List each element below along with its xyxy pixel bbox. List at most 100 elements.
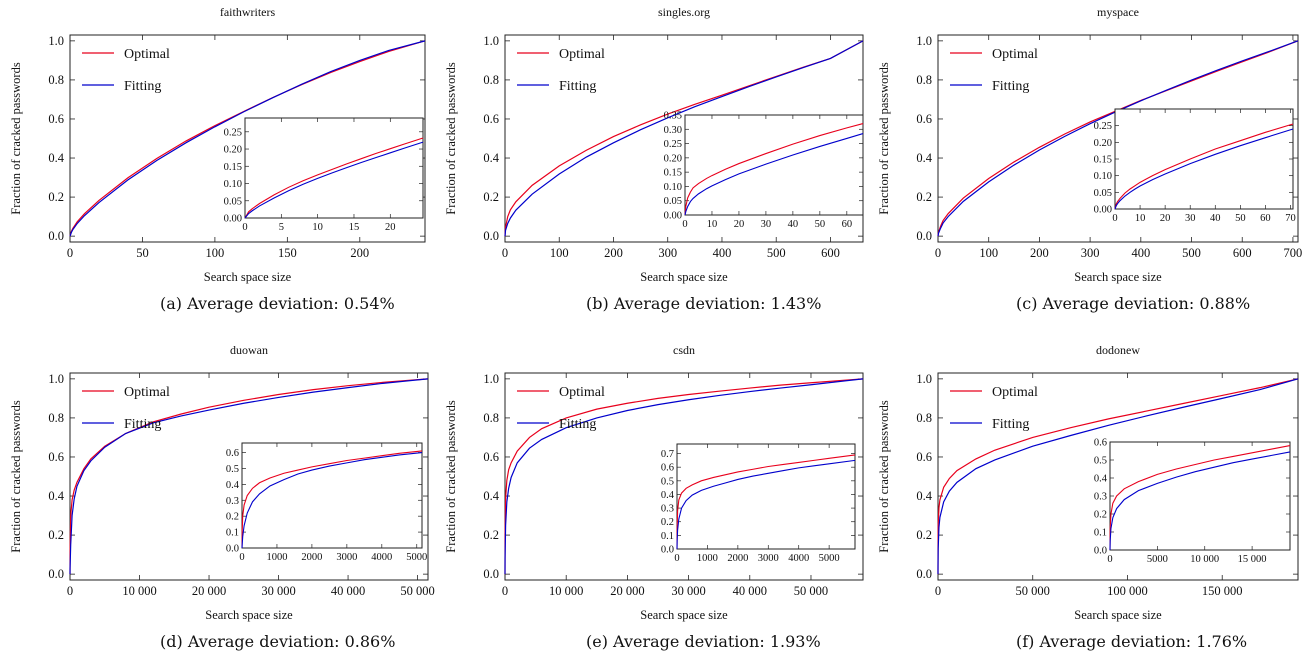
y-tick-label: 0.4	[483, 151, 499, 165]
caption-text: Average deviation: 1.76%	[1039, 632, 1248, 651]
x-tick-label: 100	[979, 246, 998, 260]
x-tick-label: 500	[1182, 246, 1201, 260]
inset-y-tick-label: 0.5	[661, 476, 674, 487]
plot-frame	[937, 34, 1299, 243]
inset-x-tick-label: 0	[1112, 213, 1117, 224]
caption-label: (f)	[1016, 632, 1035, 651]
plot-frame	[504, 372, 864, 581]
chart-5: csdn 0 10 000 20 000 30 000 40 000 50 000 0.0 0.…	[444, 343, 864, 622]
inset-frame	[244, 117, 424, 219]
inset-y-tick-label: 0.1	[226, 528, 239, 539]
caption-c: (c) Average deviation: 0.88%	[1016, 294, 1250, 313]
inset-y-tick-label: 0.00	[664, 211, 682, 222]
y-axis-label: Fraction of cracked passwords	[9, 62, 23, 215]
inset-y-tick-label: 0.00	[224, 214, 242, 225]
series-line-fitting	[937, 40, 1299, 237]
caption-text: Average deviation: 1.43%	[613, 294, 822, 313]
inset-y-tick-label: 0.10	[1094, 171, 1112, 182]
y-tick-label: 1.0	[483, 372, 499, 386]
x-tick-label: 50 000	[1016, 584, 1050, 598]
chart-title: faithwriters	[220, 5, 276, 19]
x-tick-label: 400	[1131, 246, 1150, 260]
series-line-fitting	[504, 378, 864, 575]
inset-y-tick-label: 0.20	[1094, 138, 1112, 149]
chart-title: dodonew	[1096, 343, 1140, 357]
x-tick-label: 300	[1081, 246, 1100, 260]
inset-y-tick-label: 0.30	[664, 125, 682, 136]
y-tick-label: 0.4	[48, 151, 64, 165]
x-tick-label: 20 000	[192, 584, 226, 598]
inset-y-tick-label: 0.1	[661, 531, 674, 542]
inset-x-tick-label: 0	[682, 219, 687, 230]
inset-series-line-fitting	[1114, 128, 1294, 210]
inset-y-tick-label: 0.2	[1094, 510, 1107, 521]
inset-y-tick-label: 0.4	[1094, 474, 1108, 485]
inset-x-tick-label: 10	[312, 222, 323, 233]
plot-frame	[937, 372, 1299, 581]
x-tick-label: 20 000	[610, 584, 644, 598]
inset-x-tick-label: 30	[761, 219, 772, 230]
x-tick-label: 150	[278, 246, 297, 260]
inset-x-tick-label: 5000	[1147, 554, 1168, 565]
inset-x-tick-label: 4000	[788, 553, 809, 564]
x-tick-label: 100	[206, 246, 225, 260]
inset-x-tick-label: 60	[1260, 213, 1271, 224]
inset-x-tick-label: 30	[1185, 213, 1196, 224]
y-tick-label: 0.6	[48, 112, 64, 126]
inset-series-line-fitting	[1109, 451, 1291, 551]
inset-y-tick-label: 0.05	[664, 196, 682, 207]
x-tick-label: 40 000	[733, 584, 767, 598]
y-tick-label: 0.0	[483, 229, 499, 243]
inset-y-tick-label: 0.20	[224, 145, 242, 156]
x-axis-label: Search space size	[640, 270, 728, 284]
y-tick-label: 0.0	[48, 567, 64, 581]
inset-y-tick-label: 0.3	[661, 504, 674, 515]
x-tick-label: 0	[935, 246, 941, 260]
inset-y-tick-label: 0.3	[226, 496, 239, 507]
inset-y-tick-label: 0.05	[1094, 188, 1112, 199]
series-line-fitting	[504, 40, 864, 237]
chart-title: myspace	[1097, 5, 1139, 19]
y-tick-label: 1.0	[916, 34, 932, 48]
x-tick-label: 0	[502, 584, 508, 598]
y-tick-label: 0.8	[483, 73, 499, 87]
y-tick-label: 0.6	[483, 112, 499, 126]
inset-x-tick-label: 0	[1107, 554, 1112, 565]
caption-label: (d)	[160, 632, 183, 651]
inset-x-tick-label: 5000	[406, 552, 427, 563]
inset-x-tick-label: 1000	[697, 553, 718, 564]
x-tick-label: 0	[67, 584, 73, 598]
legend-label-fitting: Fitting	[992, 417, 1029, 432]
x-tick-label: 200	[350, 246, 369, 260]
y-tick-label: 0.2	[48, 190, 64, 204]
y-tick-label: 0.4	[916, 489, 932, 503]
caption-text: Average deviation: 0.88%	[1042, 294, 1251, 313]
x-tick-label: 700	[1284, 246, 1303, 260]
x-tick-label: 0	[67, 246, 73, 260]
inset-y-tick-label: 0.4	[226, 480, 240, 491]
x-tick-label: 100	[550, 246, 569, 260]
y-tick-label: 0.6	[48, 450, 64, 464]
inset-x-tick-label: 0	[674, 553, 679, 564]
x-tick-label: 200	[1030, 246, 1049, 260]
inset-x-tick-label: 5	[279, 222, 284, 233]
series-line-optimal	[69, 40, 426, 237]
x-tick-label: 400	[713, 246, 732, 260]
inset-x-tick-label: 20	[734, 219, 745, 230]
chart-title: singles.org	[658, 5, 710, 19]
y-axis-label: Fraction of cracked passwords	[9, 400, 23, 553]
y-tick-label: 1.0	[916, 372, 932, 386]
y-tick-label: 0.2	[48, 528, 64, 542]
legend-label-fitting: Fitting	[124, 79, 161, 94]
inset-series-line-fitting	[684, 133, 864, 216]
inset-y-tick-label: 0.2	[661, 517, 674, 528]
inset-x-tick-label: 10	[1135, 213, 1146, 224]
series-line-fitting	[69, 40, 426, 237]
y-tick-label: 0.2	[916, 528, 932, 542]
inset-series-line-optimal	[244, 137, 424, 219]
inset-series-line-optimal	[684, 123, 864, 216]
y-tick-label: 1.0	[48, 372, 64, 386]
y-tick-label: 0.0	[483, 567, 499, 581]
